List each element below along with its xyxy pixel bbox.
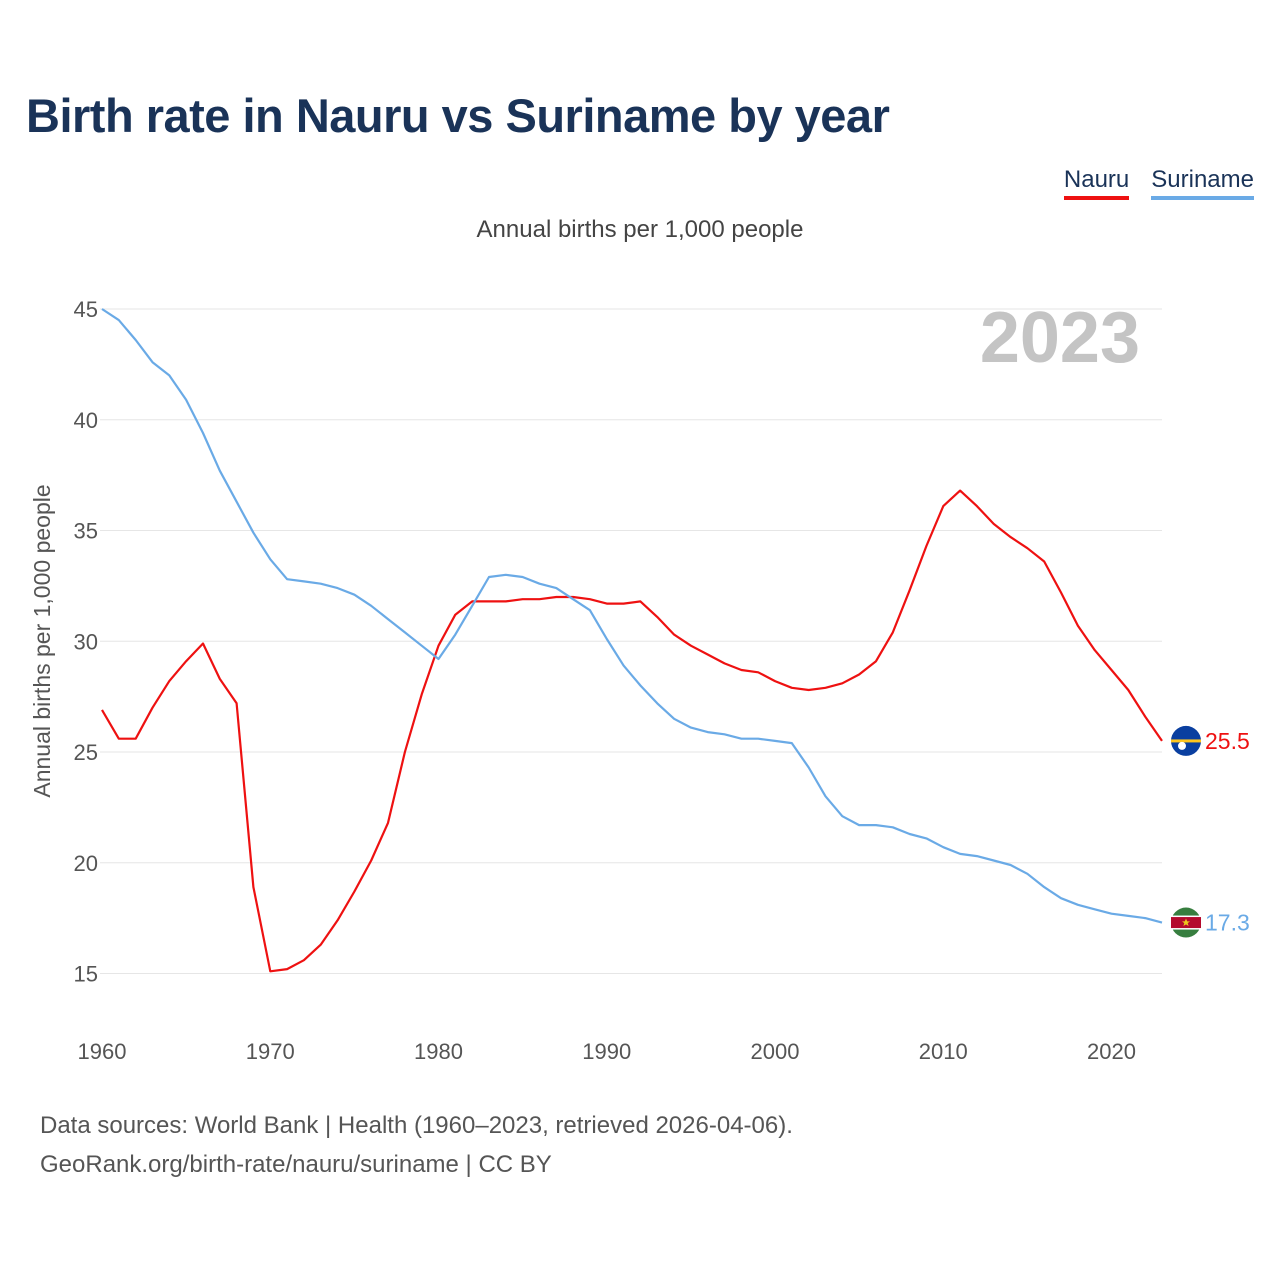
footer-sources: Data sources: World Bank | Health (1960–… (40, 1112, 793, 1139)
y-tick-label: 15 (74, 962, 98, 987)
x-tick-label: 2000 (751, 1039, 800, 1064)
series-lines (101, 308, 1163, 973)
chart-title: Birth rate in Nauru vs Suriname by year (26, 89, 890, 142)
y-axis-ticks: 15 20 25 30 35 40 45 (74, 297, 98, 987)
year-watermark: 2023 (980, 298, 1140, 378)
gridlines (100, 308, 1162, 974)
footer-attribution[interactable]: GeoRank.org/birth-rate/nauru/suriname | … (40, 1151, 552, 1178)
y-tick-label: 30 (74, 629, 98, 654)
line-chart: 2023 Annual births per 1,000 people 15 20… (29, 297, 1250, 1064)
y-tick-label: 35 (74, 519, 98, 544)
legend-item-suriname[interactable]: Suriname (1151, 166, 1254, 200)
x-tick-label: 2020 (1087, 1039, 1136, 1064)
x-tick-label: 2010 (919, 1039, 968, 1064)
y-tick-label: 20 (74, 851, 98, 876)
end-value-label-nauru: 25.5 (1205, 728, 1250, 754)
y-tick-label: 25 (74, 740, 98, 765)
legend: Nauru Suriname (1063, 166, 1254, 200)
end-value-label-suriname: 17.3 (1205, 910, 1250, 936)
flag-icon-suriname (1171, 907, 1201, 938)
footer: Data sources: World Bank | Health (1960–… (40, 1106, 793, 1184)
series-line-suriname[interactable] (101, 308, 1163, 924)
legend-item-nauru[interactable]: Nauru (1063, 166, 1130, 200)
x-tick-label: 1980 (414, 1039, 463, 1064)
series-end-markers: 25.5 17.3 (1171, 725, 1250, 938)
series-line-nauru[interactable] (101, 489, 1163, 973)
y-tick-label: 40 (74, 408, 98, 433)
flag-icon-nauru (1171, 725, 1201, 756)
x-axis-ticks: 1960 1970 1980 1990 2000 2010 2020 (78, 1039, 1136, 1064)
x-tick-label: 1960 (78, 1039, 127, 1064)
chart-subtitle: Annual births per 1,000 people (476, 216, 804, 243)
y-tick-label: 45 (74, 297, 98, 322)
x-tick-label: 1990 (582, 1039, 631, 1064)
x-tick-label: 1970 (246, 1039, 295, 1064)
y-axis-label: Annual births per 1,000 people (29, 484, 55, 797)
